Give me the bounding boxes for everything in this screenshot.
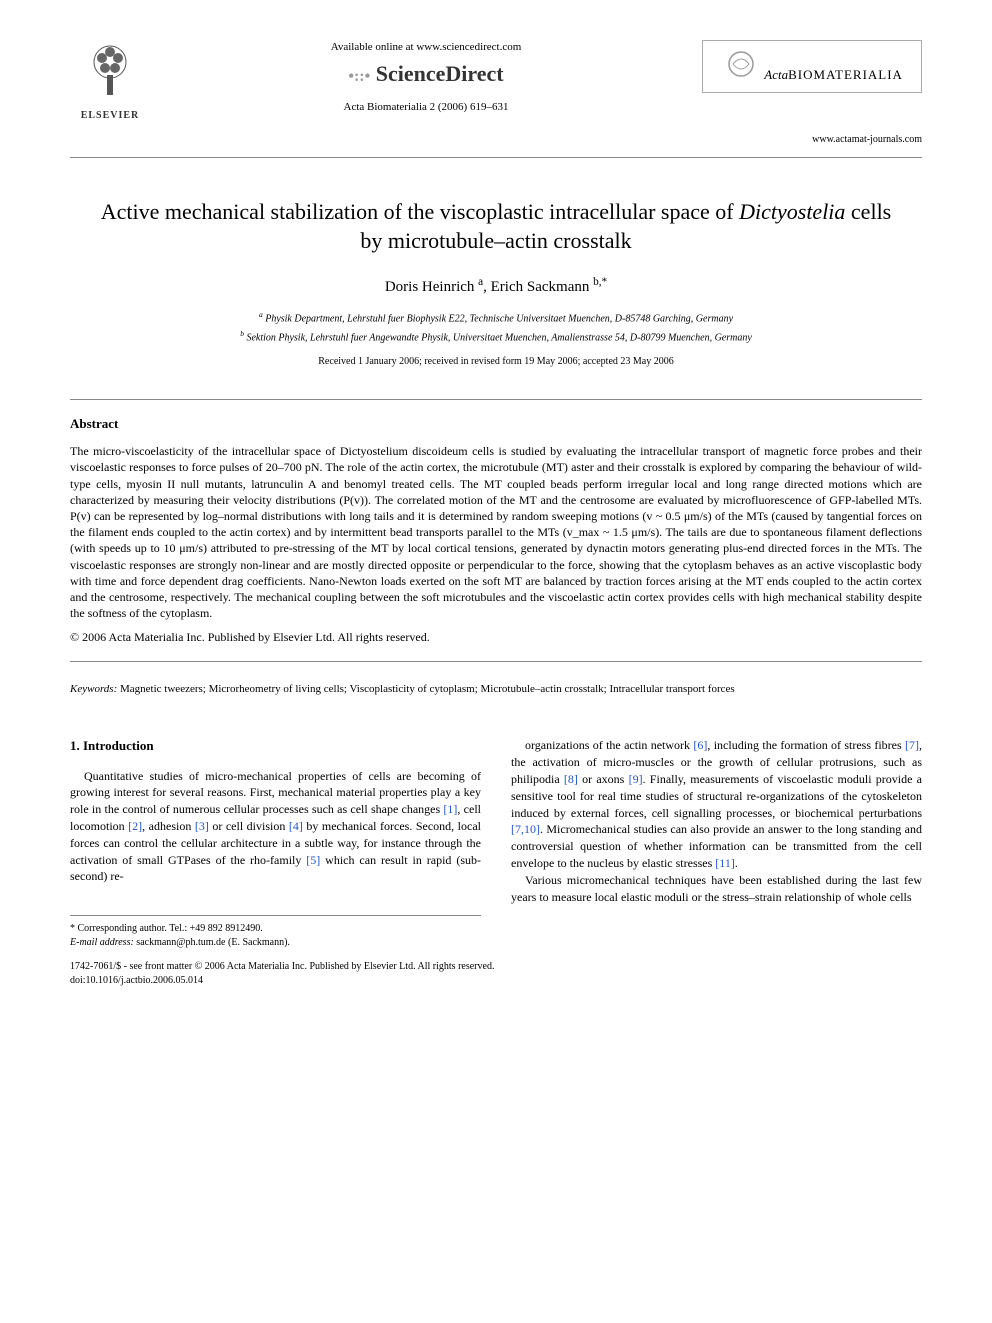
citation-line: Acta Biomaterialia 2 (2006) 619–631 <box>150 100 702 115</box>
affiliation-b-text: Sektion Physik, Lehrstuhl fuer Angewandt… <box>246 332 751 343</box>
ref-link[interactable]: [7,10] <box>511 822 540 836</box>
elsevier-tree-icon <box>70 40 150 109</box>
journal-emblem-icon <box>721 49 761 79</box>
available-online-text: Available online at www.sciencedirect.co… <box>150 40 702 55</box>
keywords-line: Keywords: Magnetic tweezers; Microrheome… <box>70 682 922 697</box>
ref-link[interactable]: [5] <box>306 853 320 867</box>
journal-logo-box: ActaBIOMATERIALIA <box>702 40 922 93</box>
article-title: Active mechanical stabilization of the v… <box>90 198 902 255</box>
journal-name-caps: BIOMATERIALIA <box>788 67 903 82</box>
journal-name-italic: Acta <box>764 67 788 82</box>
keywords-label: Keywords: <box>70 683 117 695</box>
author-1-sup: a <box>478 276 483 288</box>
platform-logo: •::• ScienceDirect <box>150 59 702 90</box>
intro-paragraph-2: Various micromechanical techniques have … <box>511 872 922 906</box>
ref-link[interactable]: [8] <box>564 772 578 786</box>
abstract-section: Abstract The micro-viscoelasticity of th… <box>70 399 922 662</box>
footnote-separator: * Corresponding author. Tel.: +49 892 89… <box>70 915 481 950</box>
intro-paragraph-1-cont: organizations of the actin network [6], … <box>511 737 922 871</box>
page-header: ELSEVIER Available online at www.science… <box>70 40 922 158</box>
email-address[interactable]: sackmann@ph.tum.de <box>136 937 225 948</box>
ref-link[interactable]: [7] <box>905 738 919 752</box>
author-2: Erich Sackmann <box>491 279 590 295</box>
body-columns: 1. Introduction Quantitative studies of … <box>70 737 922 950</box>
article-dates: Received 1 January 2006; received in rev… <box>70 355 922 369</box>
title-pre: Active mechanical stabilization of the v… <box>101 199 739 224</box>
corresponding-label: * Corresponding author. Tel.: <box>70 923 190 934</box>
corresponding-email: E-mail address: sackmann@ph.tum.de (E. S… <box>70 936 481 950</box>
title-genus: Dictyostelia <box>739 199 845 224</box>
email-label: E-mail address: <box>70 937 136 948</box>
ref-link[interactable]: [3] <box>195 819 209 833</box>
journal-url[interactable]: www.actamat-journals.com <box>702 133 922 147</box>
publisher-logo: ELSEVIER <box>70 40 150 123</box>
sd-dots-icon: •::• <box>348 68 370 85</box>
ref-link[interactable]: [4] <box>289 819 303 833</box>
affiliation-a: a Physik Department, Lehrstuhl fuer Biop… <box>70 310 922 326</box>
ref-link[interactable]: [6] <box>693 738 707 752</box>
header-center: Available online at www.sciencedirect.co… <box>150 40 702 116</box>
ref-link[interactable]: [9] <box>629 772 643 786</box>
affiliation-a-text: Physik Department, Lehrstuhl fuer Biophy… <box>265 314 733 325</box>
author-2-sup: b,* <box>593 276 607 288</box>
affiliations: a Physik Department, Lehrstuhl fuer Biop… <box>70 310 922 345</box>
keywords-text: Magnetic tweezers; Microrheometry of liv… <box>117 683 734 695</box>
footer-block: 1742-7061/$ - see front matter © 2006 Ac… <box>70 960 922 988</box>
corresponding-tel: +49 892 8912490. <box>190 923 263 934</box>
authors-line: Doris Heinrich a, Erich Sackmann b,* <box>70 275 922 298</box>
issn-line: 1742-7061/$ - see front matter © 2006 Ac… <box>70 960 922 974</box>
abstract-text: The micro-viscoelasticity of the intrace… <box>70 443 922 621</box>
body-column-right: organizations of the actin network [6], … <box>511 737 922 950</box>
journal-block: ActaBIOMATERIALIA www.actamat-journals.c… <box>702 40 922 147</box>
publisher-name: ELSEVIER <box>70 109 150 123</box>
abstract-heading: Abstract <box>70 415 922 433</box>
affiliation-b: b Sektion Physik, Lehrstuhl fuer Angewan… <box>70 329 922 345</box>
section-1-heading: 1. Introduction <box>70 737 481 755</box>
ref-link[interactable]: [2] <box>128 819 142 833</box>
ref-link[interactable]: [1] <box>443 802 457 816</box>
platform-name: ScienceDirect <box>376 61 504 86</box>
intro-paragraph-1: Quantitative studies of micro-mechanical… <box>70 768 481 886</box>
email-attribution: (E. Sackmann). <box>226 937 290 948</box>
corresponding-author: * Corresponding author. Tel.: +49 892 89… <box>70 922 481 936</box>
doi-line: doi:10.1016/j.actbio.2006.05.014 <box>70 974 922 988</box>
copyright-line: © 2006 Acta Materialia Inc. Published by… <box>70 629 922 646</box>
ref-link[interactable]: [11] <box>715 856 735 870</box>
author-1: Doris Heinrich <box>385 279 475 295</box>
body-column-left: 1. Introduction Quantitative studies of … <box>70 737 481 950</box>
